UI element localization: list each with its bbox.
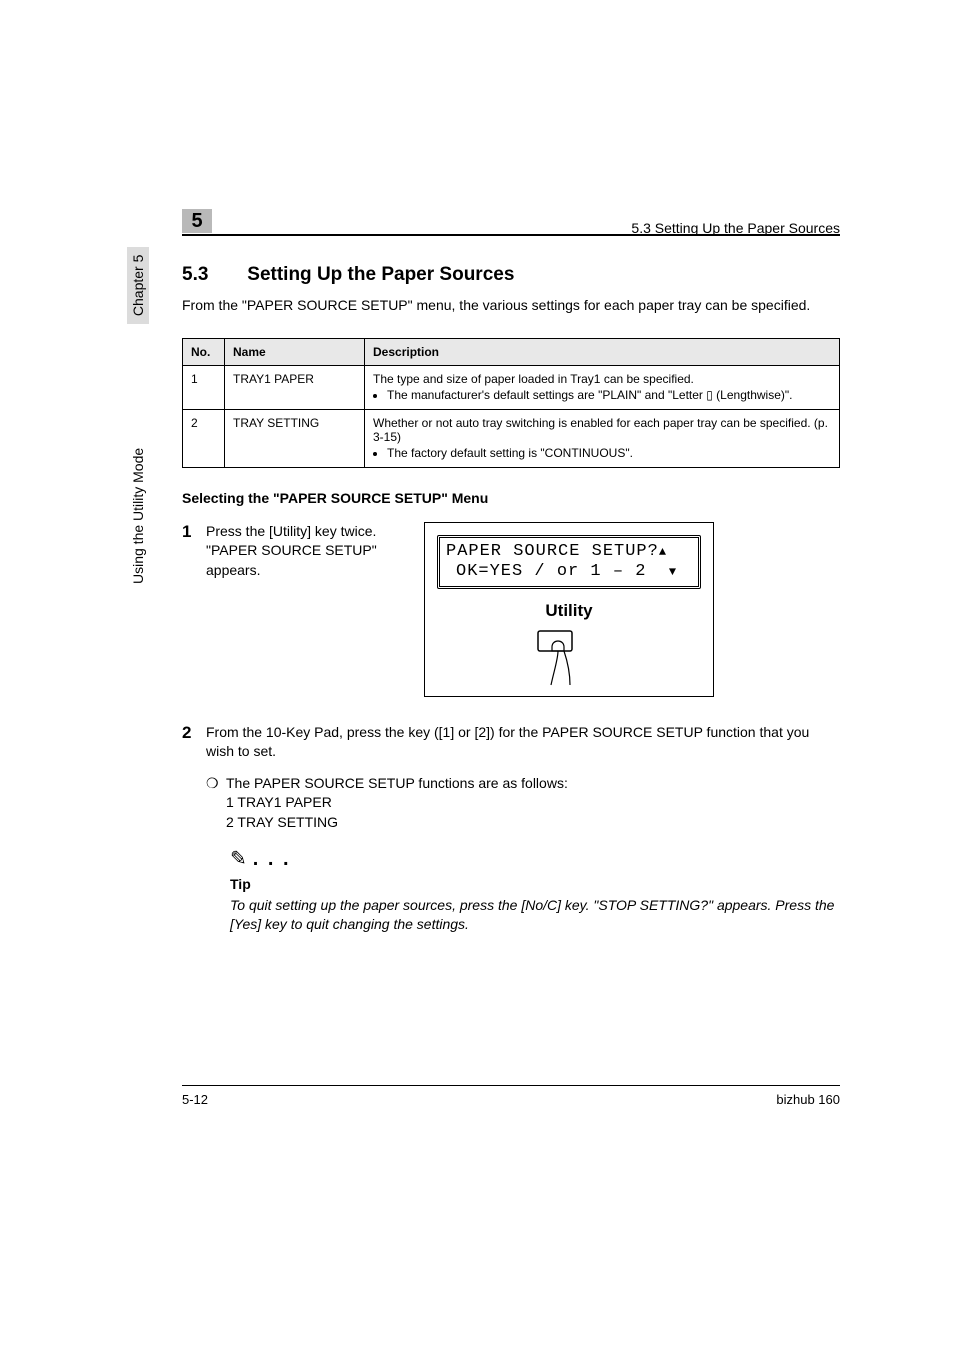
cell-desc: Whether or not auto tray switching is en… <box>365 409 840 467</box>
utility-button-icon <box>437 629 701 697</box>
chapter-number-box: 5 <box>182 209 212 233</box>
step-number: 2 <box>182 723 206 743</box>
side-mode-text: Using the Utility Mode <box>130 334 146 584</box>
step-1-text: Press the [Utility] key twice. "PAPER SO… <box>206 522 424 697</box>
side-chapter-badge: Chapter 5 <box>127 247 149 324</box>
intro-paragraph: From the "PAPER SOURCE SETUP" menu, the … <box>182 296 840 316</box>
tip-block: ✎ . . . Tip To quit setting up the paper… <box>230 845 840 934</box>
section-number: 5.3 <box>182 264 242 286</box>
lcd-line-2: OK=YES / or 1 – 2 ▼ <box>446 562 692 582</box>
down-arrow-icon: ▼ <box>669 565 677 579</box>
footer-model: bizhub 160 <box>776 1092 840 1107</box>
pencil-icon: ✎ <box>230 845 247 873</box>
sub-item: 2 TRAY SETTING <box>226 813 568 833</box>
menu-subheading: Selecting the "PAPER SOURCE SETUP" Menu <box>182 490 840 506</box>
table-row: 2 TRAY SETTING Whether or not auto tray … <box>183 409 840 467</box>
utility-label: Utility <box>437 599 701 623</box>
page-footer: 5-12 bizhub 160 <box>182 1085 840 1107</box>
step-1: 1 Press the [Utility] key twice. "PAPER … <box>182 522 840 697</box>
tip-label: Tip <box>230 875 840 895</box>
up-arrow-icon: ▲ <box>659 545 667 559</box>
lcd-line-1: PAPER SOURCE SETUP?▲ <box>446 542 692 562</box>
col-header-no: No. <box>183 338 225 365</box>
sub-lead: The PAPER SOURCE SETUP functions are as … <box>226 774 568 794</box>
desc-bullet: The manufacturer's default settings are … <box>387 388 831 402</box>
lcd-line2-text: OK=YES / or 1 – 2 <box>456 562 646 581</box>
hollow-bullet-icon: ❍ <box>206 774 226 833</box>
footer-page-number: 5-12 <box>182 1092 208 1107</box>
ellipsis-icon: . . . <box>253 845 291 873</box>
section-heading-text: Setting Up the Paper Sources <box>247 264 514 285</box>
sub-item: 1 TRAY1 PAPER <box>226 793 568 813</box>
step-number: 1 <box>182 522 206 542</box>
side-vertical-label: Using the Utility Mode Chapter 5 <box>130 247 146 584</box>
step-2-text: From the 10-Key Pad, press the key ([1] … <box>206 723 840 762</box>
lcd-panel: PAPER SOURCE SETUP?▲ OK=YES / or 1 – 2 ▼… <box>424 522 714 697</box>
header-rule <box>182 234 840 236</box>
cell-name: TRAY SETTING <box>225 409 365 467</box>
cell-desc: The type and size of paper loaded in Tra… <box>365 365 840 409</box>
table-row: 1 TRAY1 PAPER The type and size of paper… <box>183 365 840 409</box>
cell-no: 1 <box>183 365 225 409</box>
lcd-line1-text: PAPER SOURCE SETUP? <box>446 542 659 561</box>
step-2: 2 From the 10-Key Pad, press the key ([1… <box>182 723 840 934</box>
cell-no: 2 <box>183 409 225 467</box>
tip-text: To quit setting up the paper sources, pr… <box>230 896 840 934</box>
desc-lead: Whether or not auto tray switching is en… <box>373 416 828 444</box>
col-header-name: Name <box>225 338 365 365</box>
cell-name: TRAY1 PAPER <box>225 365 365 409</box>
desc-bullet: The factory default setting is "CONTINUO… <box>387 446 831 460</box>
col-header-desc: Description <box>365 338 840 365</box>
lcd-screen: PAPER SOURCE SETUP?▲ OK=YES / or 1 – 2 ▼ <box>437 535 701 590</box>
step-2-sub: ❍ The PAPER SOURCE SETUP functions are a… <box>206 774 840 833</box>
desc-lead: The type and size of paper loaded in Tra… <box>373 372 694 386</box>
settings-table: No. Name Description 1 TRAY1 PAPER The t… <box>182 338 840 468</box>
section-title: 5.3 Setting Up the Paper Sources <box>182 264 840 286</box>
